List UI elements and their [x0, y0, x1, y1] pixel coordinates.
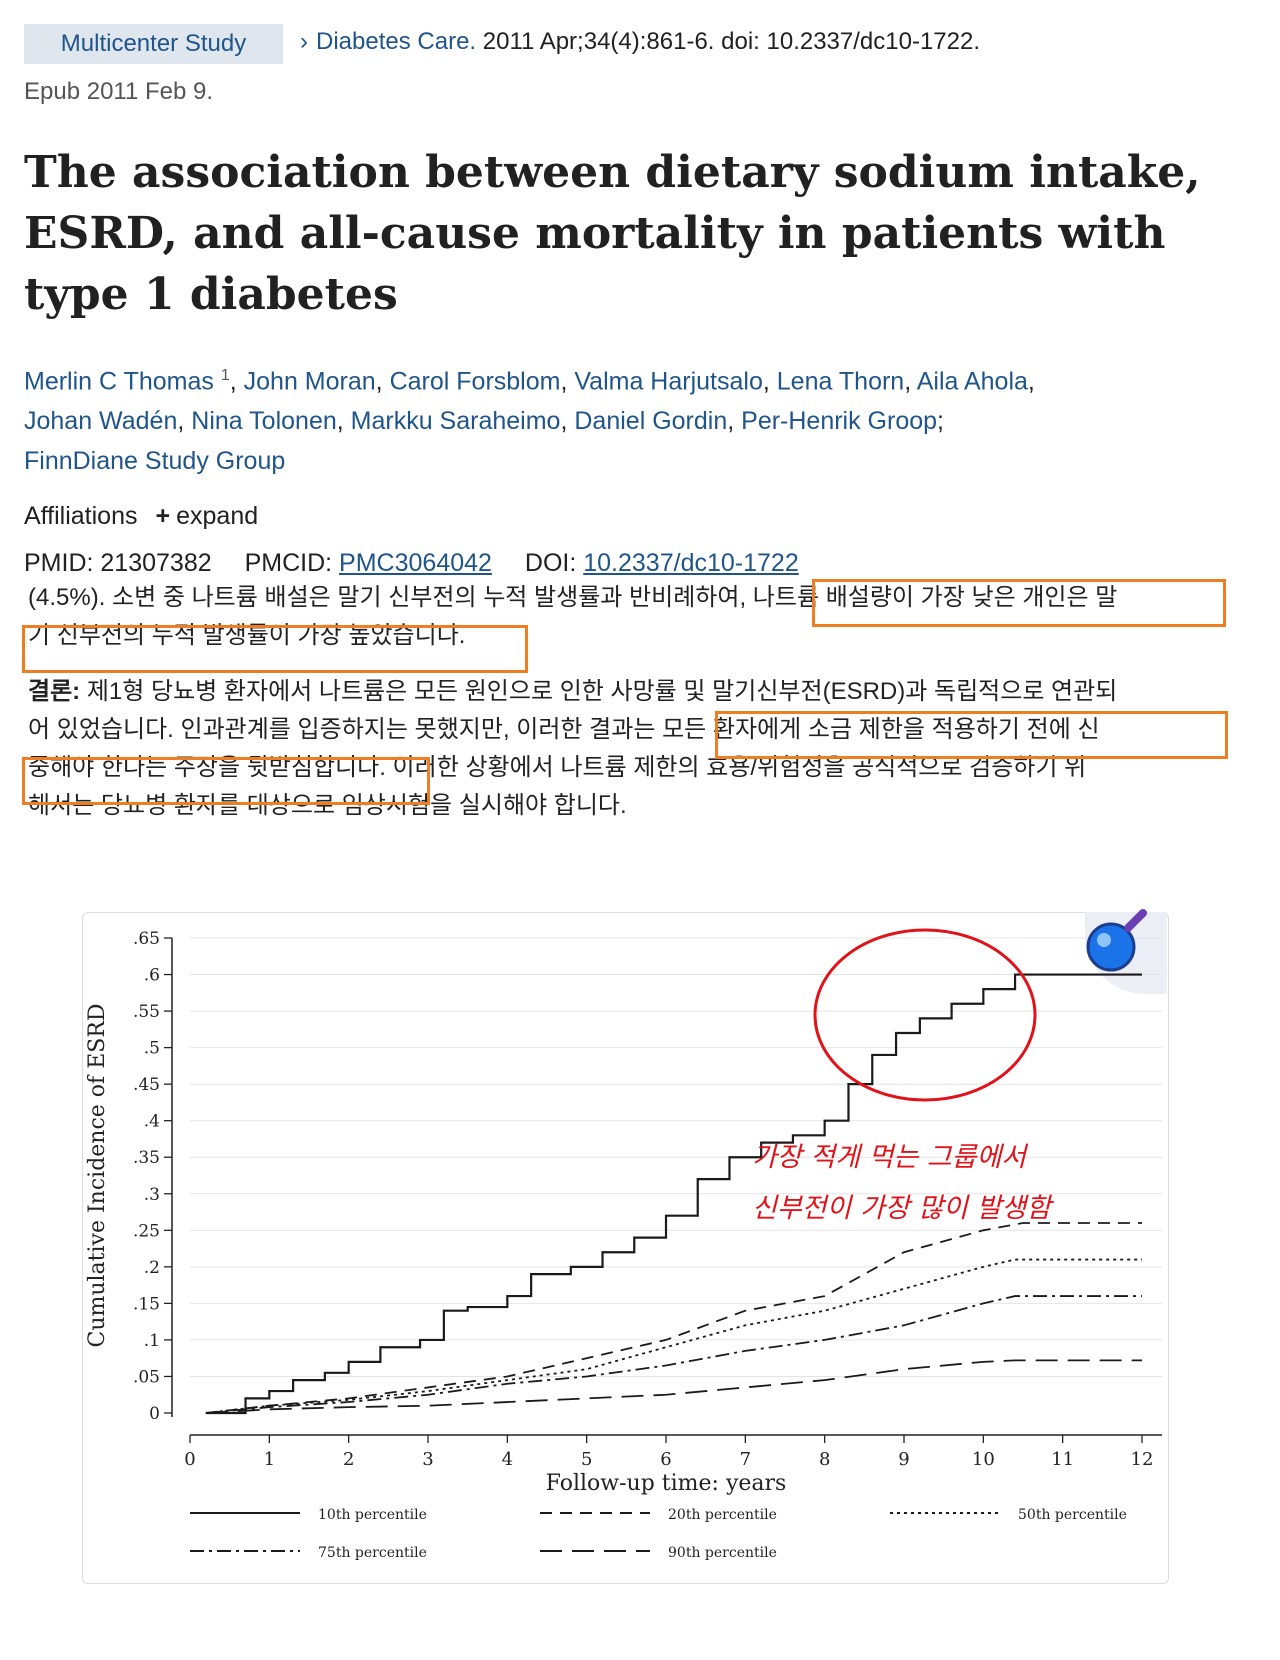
x-tick-label: 6 [660, 1449, 671, 1470]
highlight-box [22, 757, 430, 805]
y-tick-label: 0 [149, 1404, 160, 1424]
legend-label: 20th percentile [668, 1507, 777, 1523]
epub-date: Epub 2011 Feb 9. [24, 78, 214, 105]
y-axis-label: Cumulative Incidence of ESRD [85, 1003, 110, 1347]
x-tick-label: 9 [898, 1449, 909, 1470]
publication-type-badge: Multicenter Study [24, 24, 283, 64]
pmid-label: PMID: [24, 549, 94, 577]
author-link[interactable]: Daniel Gordin [574, 407, 728, 436]
author-link[interactable]: John Moran [243, 367, 376, 396]
pmcid-link[interactable]: PMC3064042 [339, 549, 492, 577]
author-link[interactable]: Markku Saraheimo [350, 407, 561, 436]
legend-label: 75th percentile [318, 1545, 427, 1561]
annotation-text-line1: 가장 적게 먹는 그룹에서 [752, 1142, 1029, 1173]
x-tick-label: 2 [343, 1449, 354, 1470]
y-tick-label: .6 [144, 966, 160, 986]
identifiers: PMID: 21307382 PMCID: PMC3064042 DOI: 10… [24, 549, 799, 578]
y-tick-label: .35 [133, 1148, 160, 1168]
korean-results-line1: (4.5%). 소변 중 나트륨 배설은 말기 신부전의 누적 발생률과 반비례… [28, 584, 1118, 611]
y-tick-label: .45 [133, 1075, 160, 1095]
x-tick-label: 3 [422, 1449, 433, 1470]
highlight-box [22, 625, 528, 673]
x-tick-label: 1 [264, 1449, 275, 1470]
affiliation-sup[interactable]: 1 [220, 367, 230, 384]
author-link[interactable]: Merlin C Thomas [24, 367, 214, 396]
chevron-right-icon: › [300, 28, 308, 55]
legend-label: 90th percentile [668, 1545, 777, 1561]
author-link[interactable]: Nina Tolonen [191, 407, 337, 436]
author-link[interactable]: Lena Thorn [776, 367, 905, 396]
series-line [205, 973, 1142, 1415]
y-tick-label: .65 [133, 929, 160, 949]
y-tick-label: .5 [144, 1039, 160, 1059]
conclusion-label: 결론: [28, 678, 81, 705]
y-tick-label: .25 [133, 1221, 160, 1241]
highlight-box [715, 711, 1228, 759]
article-title: The association between dietary sodium i… [24, 147, 1201, 320]
y-tick-label: .15 [133, 1294, 160, 1314]
x-tick-label: 4 [502, 1449, 513, 1470]
y-tick-label: .4 [144, 1112, 160, 1132]
conclusion-text: 제1형 당뇨병 환자에서 나트륨은 모든 원인으로 인한 사망률 및 말기신부전… [80, 678, 1118, 705]
journal-link[interactable]: Diabetes Care. [316, 28, 477, 55]
pmcid-label: PMCID: [244, 549, 333, 577]
korean-conclusion-line2: 어 있었습니다. 인과관계를 입증하지는 못했지만, 이러한 결과는 모든 환자… [28, 716, 1100, 743]
author-link[interactable]: Carol Forsblom [389, 367, 561, 396]
magnifier-icon[interactable] [1086, 909, 1147, 972]
legend-label: 50th percentile [1018, 1507, 1127, 1523]
author-link[interactable]: Johan Wadén [24, 407, 178, 436]
x-tick-label: 8 [819, 1449, 830, 1470]
y-tick-label: .05 [133, 1367, 160, 1387]
series-line [205, 1359, 1142, 1414]
korean-conclusion-line1: 결론: 제1형 당뇨병 환자에서 나트륨은 모든 원인으로 인한 사망률 및 말… [28, 672, 1243, 712]
highlight-box [812, 579, 1226, 627]
y-tick-label: .1 [144, 1331, 160, 1351]
study-group-link[interactable]: FinnDiane Study Group [24, 447, 286, 476]
y-tick-label: .2 [144, 1258, 160, 1278]
doi-link[interactable]: 10.2337/dc10-1722 [583, 549, 799, 577]
series-line [205, 1258, 1142, 1414]
citation-line: › Diabetes Care. 2011 Apr;34(4):861-6. do… [300, 28, 980, 56]
x-tick-label: 5 [581, 1449, 592, 1470]
citation-details: 2011 Apr;34(4):861-6. doi: 10.2337/dc10-… [482, 28, 981, 55]
y-tick-label: .55 [133, 1002, 160, 1022]
affiliations-label: Affiliations [24, 502, 138, 530]
annotation-text-line2: 신부전이 가장 많이 발생함 [752, 1193, 1054, 1224]
author-list: Merlin C Thomas 1, John Moran, Carol For… [24, 367, 1035, 476]
author-link[interactable]: Per-Henrik Groop [741, 407, 938, 436]
series-line [205, 1295, 1142, 1414]
affiliations-toggle[interactable]: Affiliations + expand [24, 502, 258, 531]
series-line [205, 1222, 1142, 1414]
doi-label: DOI: [524, 549, 577, 577]
annotation-circle [813, 928, 1037, 1102]
chart-container [82, 912, 1169, 1584]
y-tick-label: .3 [144, 1185, 160, 1205]
x-axis-label: Follow-up time: years [546, 1471, 787, 1496]
x-tick-label: 7 [740, 1449, 751, 1470]
pmid-value: 21307382 [100, 549, 212, 577]
x-tick-label: 0 [184, 1449, 195, 1470]
x-tick-label: 10 [972, 1449, 995, 1470]
legend-label: 10th percentile [318, 1507, 427, 1523]
x-tick-label: 12 [1131, 1449, 1154, 1470]
x-tick-label: 11 [1051, 1449, 1074, 1470]
author-link[interactable]: Aila Ahola [916, 367, 1028, 396]
expand-label: expand [176, 502, 259, 530]
plus-icon: + [155, 502, 171, 530]
korean-conclusion-line4: 해서는 당뇨병 환자를 대상으로 임상시험을 실시해야 합니다. [28, 792, 627, 819]
author-link[interactable]: Valma Harjutsalo [574, 367, 763, 396]
